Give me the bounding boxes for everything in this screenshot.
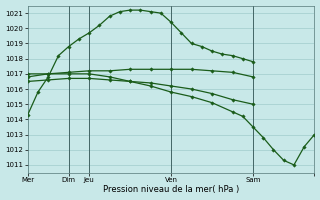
X-axis label: Pression niveau de la mer( hPa ): Pression niveau de la mer( hPa ) bbox=[103, 185, 239, 194]
